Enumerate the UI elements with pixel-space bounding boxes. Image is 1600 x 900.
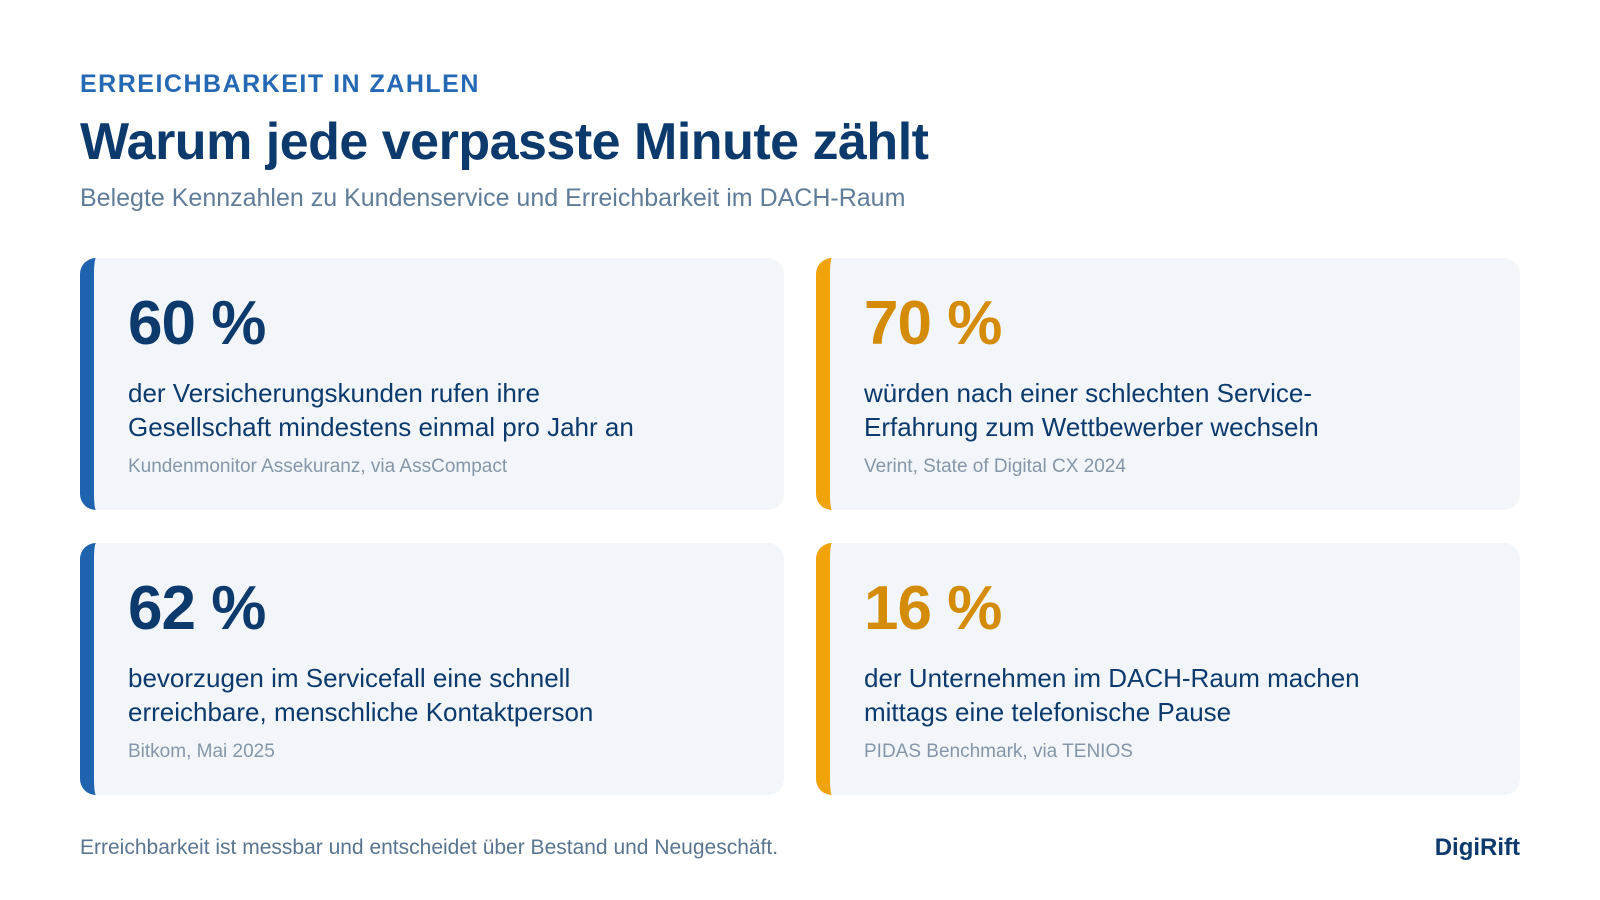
- stat-description: würden nach einer schlechten Service- Erf…: [864, 376, 1520, 444]
- stat-source: Bitkom, Mai 2025: [128, 741, 275, 762]
- footer-note: Erreichbarkeit ist messbar und entscheid…: [80, 836, 779, 859]
- eyebrow: ERREICHBARKEIT IN ZAHLEN: [80, 70, 480, 98]
- stat-card: 16 % der Unternehmen im DACH-Raum machen…: [816, 543, 1520, 795]
- stat-card: 70 % würden nach einer schlechten Servic…: [816, 258, 1520, 510]
- line: der Unternehmen im DACH-Raum machen: [864, 663, 1360, 693]
- stat-value: 16 %: [864, 574, 1002, 643]
- title: Warum jede verpasste Minute zählt: [80, 113, 929, 171]
- stat-value: 70 %: [864, 289, 1002, 358]
- subtitle: Belegte Kennzahlen zu Kundenservice und …: [80, 184, 906, 212]
- line: der Versicherungskunden rufen ihre: [128, 378, 540, 408]
- stat-value: 60 %: [128, 289, 266, 358]
- stat-source: PIDAS Benchmark, via TENIOS: [864, 741, 1133, 762]
- stat-description: bevorzugen im Servicefall eine schnell er…: [128, 661, 784, 729]
- line: Gesellschaft mindestens einmal pro Jahr …: [128, 412, 634, 442]
- card-grid: 60 % der Versicherungskunden rufen ihre G…: [80, 258, 1520, 795]
- line: Erfahrung zum Wettbewerber wechseln: [864, 412, 1319, 442]
- stat-source: Kundenmonitor Assekuranz, via AssCompact: [128, 456, 508, 477]
- stat-description: der Versicherungskunden rufen ihre Gesell…: [128, 376, 784, 444]
- stat-value: 62 %: [128, 574, 266, 643]
- line: bevorzugen im Servicefall eine schnell: [128, 663, 571, 693]
- stat-card: 60 % der Versicherungskunden rufen ihre G…: [80, 258, 784, 510]
- line: würden nach einer schlechten Service-: [864, 378, 1313, 408]
- stat-source: Verint, State of Digital CX 2024: [864, 456, 1126, 477]
- brand: DigiRift: [1434, 834, 1520, 861]
- line: mittags eine telefonische Pause: [864, 697, 1232, 727]
- stat-description: der Unternehmen im DACH-Raum machen mitta…: [864, 661, 1520, 729]
- line: erreichbare, menschliche Kontaktperson: [128, 697, 594, 727]
- stat-card: 62 % bevorzugen im Servicefall eine schn…: [80, 543, 784, 795]
